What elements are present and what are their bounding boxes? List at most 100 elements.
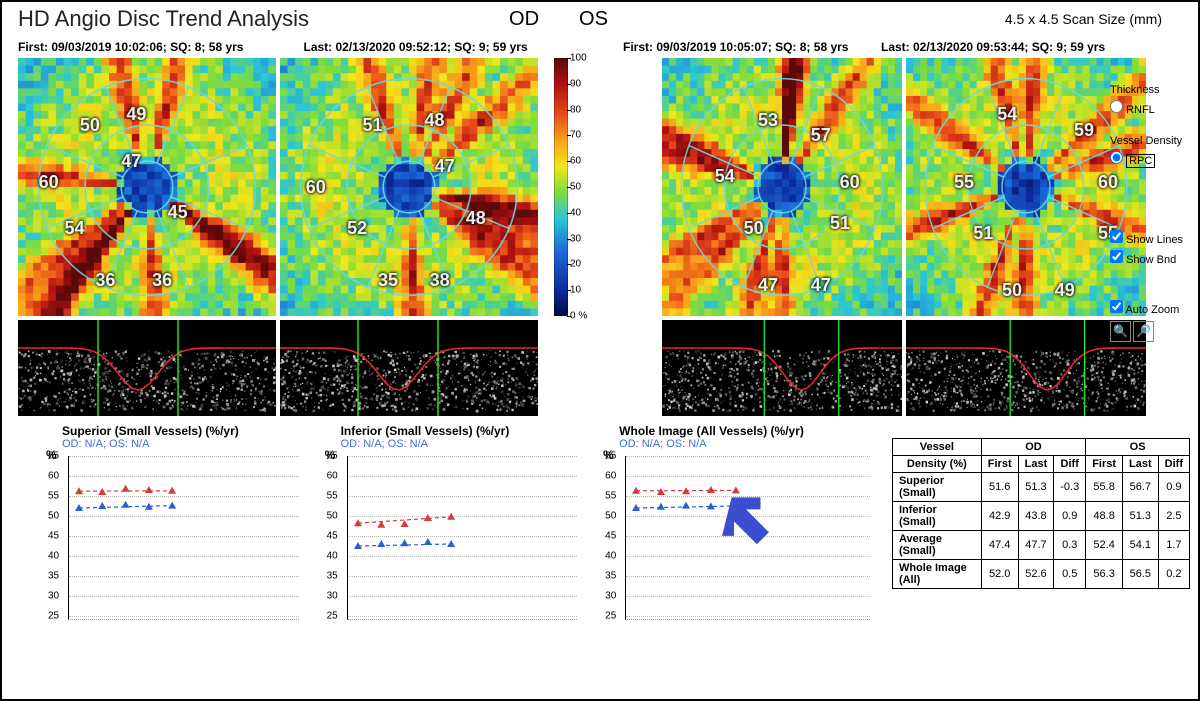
colorbar-tick: 20 [570,259,581,270]
table-row: Inferior (Small) 42.943.80.9 48.851.32.5 [892,502,1189,531]
zoom-in-icon[interactable]: 🔍 [1110,321,1131,342]
table-header-od: OD [981,439,1085,456]
colorbar-tick: 30 [570,233,581,244]
y-tick: 60 [48,471,59,482]
y-tick: 25 [327,611,338,622]
y-tick: 60 [605,471,616,482]
od-last-density-map[interactable]: 5148476052483538 [280,58,538,316]
eye-label-od: OD [509,8,539,31]
y-tick: 60 [327,471,338,482]
table-sub-last: Last [1018,456,1054,473]
table-sub-diff: Diff [1054,456,1086,473]
colorbar-tick: 0 % [570,311,587,322]
sector-value: 52 [347,218,367,239]
auto-zoom-checkbox[interactable]: Auto Zoom [1110,300,1190,320]
y-tick: 40 [327,551,338,562]
y-tick: 55 [605,491,616,502]
colorbar: 1009080706050403020100 % [554,58,594,316]
sector-value: 53 [758,110,778,131]
y-tick: 50 [48,511,59,522]
od-last-visit: Last: 02/13/2020 09:52:12; SQ: 9; 59 yrs [304,40,574,54]
sector-value: 50 [1002,280,1022,301]
inferior-chart-sub: OD: N/A; OS: N/A [321,438,582,450]
scan-size-label: 4.5 x 4.5 Scan Size (mm) [1005,11,1162,27]
y-tick: 50 [327,511,338,522]
table-header-vessel: Vessel [892,439,981,456]
inferior-trend-chart[interactable]: Inferior (Small Vessels) (%/yr) % OD: N/… [321,424,582,624]
sector-value: 54 [64,218,84,239]
sector-value: 36 [95,270,115,291]
os-column: 5357546050514747 5459556051555049 [662,58,1152,416]
od-first-bscan[interactable] [18,320,276,416]
y-tick: 45 [48,531,59,542]
sector-value: 47 [758,275,778,296]
sector-value: 49 [1055,280,1075,301]
vessel-density-group-label: Vessel Density [1110,133,1190,151]
zoom-out-icon[interactable]: 🔎 [1133,321,1154,342]
page-title: HD Angio Disc Trend Analysis [18,6,309,32]
colorbar-tick: 70 [570,130,581,141]
sector-value: 47 [435,156,455,177]
y-tick: 25 [605,611,616,622]
y-tick: 40 [48,551,59,562]
table-header-os: OS [1086,439,1190,456]
y-tick: 45 [327,531,338,542]
colorbar-tick: 40 [570,207,581,218]
os-last-visit: Last: 02/13/2020 09:53:44; SQ: 9; 59 yrs [881,40,1123,54]
sector-value: 57 [811,125,831,146]
rpc-radio[interactable]: RPC [1110,151,1190,171]
y-tick: 65 [327,451,338,462]
table-row: Whole Image (All) 52.052.60.5 56.356.50.… [892,560,1189,589]
whole-chart-title: Whole Image (All Vessels) (%/yr) [599,424,874,438]
sector-value: 54 [997,104,1017,125]
sector-value: 47 [121,151,141,172]
table-sub-first: First [981,456,1018,473]
rnfl-radio[interactable]: RNFL [1110,100,1190,120]
y-tick: 55 [327,491,338,502]
inferior-chart-title: Inferior (Small Vessels) (%/yr) [321,424,582,438]
y-tick: 50 [605,511,616,522]
sector-value: 60 [39,172,59,193]
colorbar-tick: 100 [570,53,587,64]
sector-value: 48 [424,110,444,131]
od-first-density-map[interactable]: 5049476054453636 [18,58,276,316]
y-tick: 40 [605,551,616,562]
colorbar-tick: 80 [570,104,581,115]
y-tick: 35 [48,571,59,582]
sector-value: 60 [306,177,326,198]
y-tick: 30 [327,591,338,602]
superior-trend-chart[interactable]: Superior (Small Vessels) (%/yr) % OD: N/… [42,424,303,624]
colorbar-tick: 50 [570,182,581,193]
sector-value: 50 [80,115,100,136]
superior-chart-title: Superior (Small Vessels) (%/yr) [42,424,303,438]
y-tick: 45 [605,531,616,542]
os-first-bscan[interactable] [662,320,902,416]
sector-value: 48 [466,208,486,229]
right-control-panel: Thickness RNFL Vessel Density RPC Show L… [1110,82,1190,356]
colorbar-tick: 90 [570,78,581,89]
colorbar-tick: 10 [570,285,581,296]
od-column: 5049476054453636 5148476052483538 [18,58,548,416]
y-tick: 25 [48,611,59,622]
sector-value: 51 [973,223,993,244]
visit-info-row: First: 09/03/2019 10:02:06; SQ: 8; 58 yr… [2,34,1198,58]
os-first-density-map[interactable]: 5357546050514747 [662,58,902,316]
table-row: Superior (Small) 51.651.3-0.3 55.856.70.… [892,473,1189,502]
os-first-visit: First: 09/03/2019 10:05:07; SQ: 8; 58 yr… [623,40,865,54]
header: HD Angio Disc Trend Analysis OD OS 4.5 x… [2,2,1198,34]
whole-image-trend-chart[interactable]: Whole Image (All Vessels) (%/yr) % OD: N… [599,424,874,624]
sector-value: 47 [811,275,831,296]
thickness-group-label: Thickness [1110,82,1190,100]
colorbar-tick: 60 [570,156,581,167]
y-tick: 30 [48,591,59,602]
od-last-bscan[interactable] [280,320,538,416]
sector-value: 36 [152,270,172,291]
show-bnd-checkbox[interactable]: Show Bnd [1110,250,1190,270]
show-lines-checkbox[interactable]: Show Lines [1110,230,1190,250]
blue-arrow-icon [709,494,769,554]
y-tick: 35 [605,571,616,582]
bottom-region: Superior (Small Vessels) (%/yr) % OD: N/… [2,416,1198,624]
sector-value: 51 [830,213,850,234]
sector-value: 38 [430,270,450,291]
y-tick: 55 [48,491,59,502]
